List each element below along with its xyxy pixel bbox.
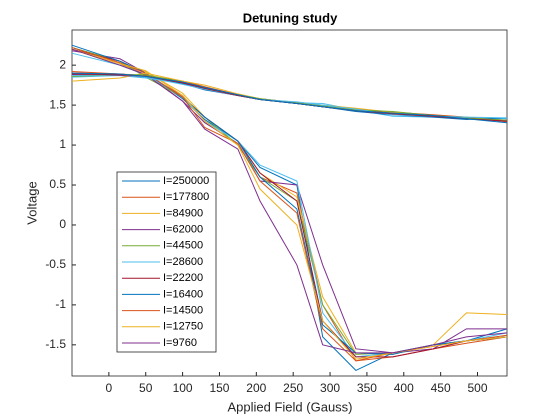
series-line [71,72,508,124]
y-tick-label: 0.5 [49,177,66,191]
legend-label: I=9760 [163,337,197,349]
x-axis-label: Applied Field (Gauss) [228,399,353,414]
legend-label: I=177800 [163,191,209,203]
x-tick-label: 150 [209,381,229,395]
legend-label: I=16400 [163,288,203,300]
legend-label: I=62000 [163,224,203,236]
legend: I=250000 I=177800 I=84900 I=62000 I=44500 I=2… [116,171,217,353]
x-tick-label: 0 [106,381,113,395]
legend-label: I=250000 [163,175,209,187]
y-axis-label: Voltage [24,181,39,224]
x-tick-label: 50 [139,381,153,395]
x-tick-label: 300 [320,381,340,395]
chart-title: Detuning study [243,10,338,25]
legend-label: I=14500 [163,305,203,317]
x-tick-label: 400 [394,381,414,395]
legend-label: I=12750 [163,321,203,333]
x-tick-label: 350 [357,381,377,395]
y-tick-label: 1 [59,137,66,151]
x-tick-label: 200 [246,381,266,395]
legend-label: I=22200 [163,272,203,284]
y-tick-label: -1.5 [45,337,66,351]
legend-label: I=44500 [163,240,203,252]
y-tick-label: 1.5 [49,97,66,111]
x-tick-label: 250 [283,381,303,395]
x-tick-label: 100 [173,381,193,395]
y-tick-label: 2 [59,57,66,71]
x-tick-label: 450 [431,381,451,395]
legend-label: I=84900 [163,207,203,219]
y-tick-label: -1 [55,297,66,311]
legend-label: I=28600 [163,256,203,268]
y-tick-label: 0 [59,217,66,231]
lines [71,44,508,372]
x-tick-label: 500 [467,381,487,395]
y-tick-label: -0.5 [45,257,66,271]
